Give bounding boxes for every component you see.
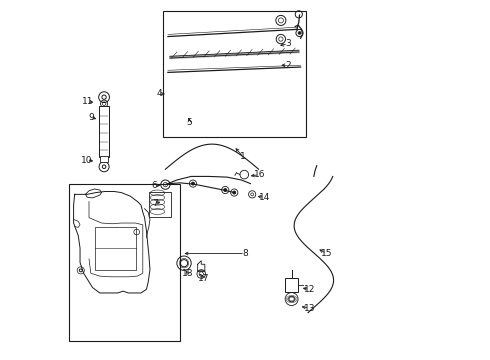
Text: 2: 2 (285, 61, 291, 70)
Bar (99, 107, 109, 157)
Bar (285, 278, 298, 292)
Text: 18: 18 (182, 269, 194, 278)
Text: 16: 16 (254, 170, 265, 179)
Text: 4: 4 (156, 89, 162, 98)
Text: 7: 7 (152, 199, 157, 208)
Circle shape (192, 182, 195, 185)
Text: 3: 3 (285, 39, 291, 48)
Bar (149, 192, 171, 217)
Bar (95, 226, 136, 270)
Text: 5: 5 (187, 118, 192, 127)
Circle shape (233, 191, 236, 194)
Text: 13: 13 (304, 303, 315, 312)
Circle shape (298, 32, 301, 35)
Bar (100, 156, 108, 162)
Bar (163, 12, 306, 137)
Text: 10: 10 (81, 156, 92, 165)
Text: 8: 8 (242, 249, 248, 258)
Text: 1: 1 (240, 152, 246, 161)
Text: 9: 9 (88, 113, 94, 122)
Text: 15: 15 (321, 249, 333, 258)
Text: 12: 12 (304, 285, 315, 294)
Text: 14: 14 (259, 193, 270, 202)
Text: 11: 11 (81, 96, 93, 105)
Text: 6: 6 (152, 181, 157, 190)
Bar (69, 184, 180, 341)
Circle shape (224, 189, 227, 192)
Text: 17: 17 (198, 274, 210, 283)
